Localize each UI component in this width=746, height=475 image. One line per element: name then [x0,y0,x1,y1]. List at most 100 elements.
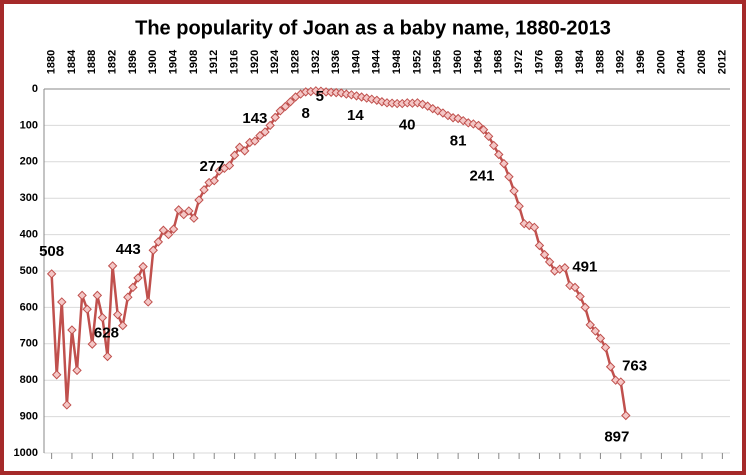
data-point [367,94,377,104]
data-point [473,120,484,131]
x-tick-label: 1964 [472,49,484,74]
data-point [275,106,285,116]
y-tick-label: 500 [20,265,38,277]
x-tick-label: 1924 [269,49,281,74]
data-point [189,213,199,223]
data-point [590,326,601,336]
x-tick-label: 2008 [696,50,708,74]
data-point [580,302,590,313]
x-tick-label: 1952 [411,50,423,74]
x-tick-label: 1916 [228,50,240,74]
data-point [153,237,164,247]
x-tick-label: 1996 [635,50,647,74]
data-point [499,158,509,169]
x-tick-label: 1908 [188,50,200,74]
data-point [529,222,540,233]
y-tick-label: 1000 [14,447,38,459]
data-point [62,400,72,410]
data-point [199,185,209,195]
data-point [118,320,128,331]
data-label: 40 [399,117,416,134]
y-tick-label: 400 [20,229,38,241]
data-label: 81 [450,132,467,149]
data-point [509,186,519,196]
x-tick-label: 1912 [208,50,220,74]
data-point [97,312,108,323]
data-point [102,351,113,362]
x-tick-label: 1888 [86,50,98,74]
data-point [209,176,219,186]
data-point [77,290,87,301]
x-tick-label: 1972 [513,50,525,74]
data-point [336,88,346,98]
x-tick-label: 1980 [554,50,566,74]
data-point [412,98,423,108]
data-point [92,290,103,301]
data-point [250,136,260,146]
data-point [483,131,494,142]
data-label: 508 [39,243,64,260]
data-label: 143 [242,110,267,127]
data-point [138,261,148,272]
data-point [163,229,174,240]
data-label: 14 [347,107,364,124]
data-point [46,269,57,279]
data-point [478,125,489,135]
data-point [280,101,291,112]
data-point [605,362,616,372]
data-point [112,309,123,320]
y-tick-label: 900 [20,411,38,423]
data-label: 241 [469,168,494,185]
data-label: 628 [94,325,119,342]
x-tick-label: 1956 [432,50,444,74]
data-point [514,201,524,211]
data-point [179,209,189,220]
x-tick-label: 1900 [147,50,159,74]
data-point [82,304,92,314]
x-tick-label: 1992 [615,50,627,74]
x-tick-label: 1884 [66,49,78,74]
data-point [600,342,611,353]
data-point [346,90,357,100]
x-tick-label: 1984 [574,49,586,74]
data-point [57,297,67,307]
data-point [494,149,504,160]
x-tick-label: 1944 [371,49,383,74]
data-point [87,339,97,349]
data-point [610,375,621,385]
x-tick-label: 1948 [391,50,403,74]
data-point [107,261,118,271]
y-tick-label: 0 [32,83,38,95]
data-point [265,120,275,131]
x-tick-label: 1940 [350,50,362,74]
data-point [539,249,550,260]
data-label: 5 [316,88,324,105]
data-point [173,205,184,215]
x-tick-label: 1880 [46,50,58,74]
data-point [560,263,570,273]
y-tick-label: 600 [20,301,38,313]
x-tick-label: 1920 [249,50,261,74]
data-point [285,97,296,107]
data-point [443,110,453,121]
data-point [534,240,545,251]
data-point [123,292,133,302]
y-tick-label: 100 [20,119,38,131]
data-label: 763 [622,358,647,375]
data-point [255,130,265,141]
data-point [270,112,280,123]
data-point [595,333,606,344]
x-tick-label: 1932 [310,50,322,74]
data-point [585,320,595,330]
data-point [128,282,138,293]
y-tick-label: 800 [20,374,38,386]
x-tick-label: 2004 [676,49,688,74]
data-point [621,410,631,421]
data-point [240,146,250,156]
data-point [72,365,82,376]
chart-title: The popularity of Joan as a baby name, 1… [135,17,611,39]
data-point [158,225,169,235]
x-tick-label: 1988 [594,50,606,74]
x-tick-label: 1904 [167,49,179,74]
